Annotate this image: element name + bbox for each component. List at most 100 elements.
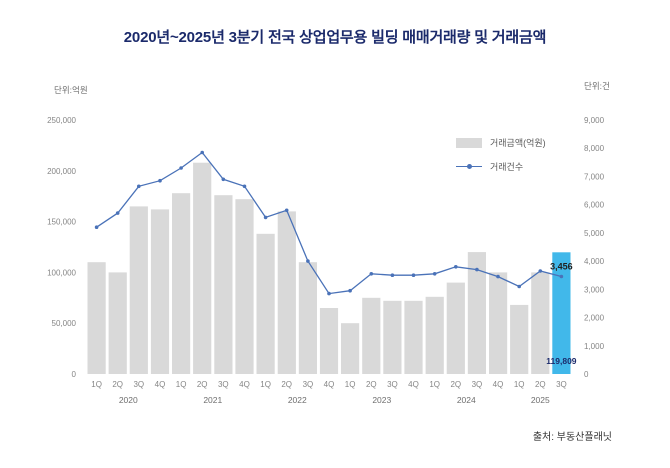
quarter-label: 3Q xyxy=(387,380,398,389)
quarter-label: 2Q xyxy=(112,380,123,389)
right-tick-label: 0 xyxy=(584,370,589,379)
count-line-point xyxy=(475,267,479,272)
amount-bar xyxy=(446,282,465,374)
amount-bar xyxy=(235,199,254,374)
line-swatch-icon xyxy=(456,162,482,172)
right-tick-label: 4,000 xyxy=(584,257,605,266)
quarter-label: 2Q xyxy=(535,380,546,389)
quarter-label: 3Q xyxy=(218,380,229,389)
year-label: 2024 xyxy=(457,395,476,405)
count-line-point xyxy=(242,184,247,189)
source-text: 출처: 부동산플래닛 xyxy=(532,432,612,443)
year-label: 2025 xyxy=(531,395,550,405)
count-line-point xyxy=(538,269,543,273)
count-line-point xyxy=(200,150,204,155)
amount-bar xyxy=(425,296,444,374)
quarter-label: 3Q xyxy=(133,380,144,389)
quarter-label: 1Q xyxy=(260,380,271,389)
right-tick-label: 7,000 xyxy=(584,172,605,181)
amount-bar xyxy=(552,252,571,374)
year-label: 2021 xyxy=(203,395,222,405)
quarter-label: 3Q xyxy=(472,380,483,389)
amount-bar xyxy=(129,206,148,374)
chart-title: 2020년~2025년 3분기 전국 상업업무용 빌딩 매매거래량 및 거래금액 xyxy=(123,29,547,46)
amount-bar xyxy=(172,193,191,374)
amount-bar xyxy=(531,272,550,374)
count-line-point xyxy=(559,274,564,279)
count-line-point xyxy=(221,177,226,182)
quarter-label: 1Q xyxy=(345,380,356,389)
count-line-point xyxy=(496,274,500,279)
right-tick-label: 8,000 xyxy=(584,144,605,153)
right-tick-label: 6,000 xyxy=(584,201,605,210)
amount-bar xyxy=(383,300,402,374)
legend-item-amount: 거래금액(억원) xyxy=(456,136,546,149)
quarter-label: 3Q xyxy=(556,380,567,389)
left-tick-label: 0 xyxy=(72,370,77,379)
quarter-label: 4Q xyxy=(493,380,504,389)
quarter-label: 1Q xyxy=(91,380,102,389)
quarter-label: 1Q xyxy=(514,380,525,389)
left-tick-label: 250,000 xyxy=(47,116,76,125)
quarter-label: 2Q xyxy=(450,380,461,389)
left-tick-label: 50,000 xyxy=(52,319,77,328)
left-axis-unit-label: 단위:억원 xyxy=(54,85,88,95)
right-tick-label: 3,000 xyxy=(584,285,605,294)
amount-bar xyxy=(341,323,360,374)
amount-bar xyxy=(404,300,423,374)
amount-bar xyxy=(510,304,529,374)
quarter-label: 2Q xyxy=(281,380,292,389)
quarter-label: 2Q xyxy=(197,380,208,389)
amount-bar xyxy=(108,272,127,374)
quarter-label: 1Q xyxy=(176,380,187,389)
count-line-point xyxy=(263,215,268,220)
left-tick-label: 150,000 xyxy=(47,218,76,227)
amount-bar xyxy=(298,262,317,374)
amount-bar xyxy=(150,209,170,374)
quarter-label: 2Q xyxy=(366,380,377,389)
count-line-point xyxy=(179,166,183,170)
right-tick-label: 5,000 xyxy=(584,229,605,238)
count-line-point xyxy=(369,272,374,276)
count-line-point xyxy=(306,259,310,263)
quarter-label: 4Q xyxy=(155,380,166,389)
amount-bar xyxy=(193,162,212,374)
amount-bar xyxy=(362,297,381,374)
amount-bar xyxy=(87,262,106,374)
legend-count-label: 거래건수 xyxy=(490,162,524,172)
amount-bar xyxy=(277,211,296,374)
count-line-point xyxy=(454,265,458,269)
legend-amount-label: 거래금액(억원) xyxy=(490,138,546,148)
year-label: 2023 xyxy=(372,395,391,405)
count-line-point xyxy=(348,288,352,293)
chart-legend: 거래금액(억원) 거래건수 xyxy=(456,136,546,184)
amount-bar xyxy=(467,252,486,374)
year-label: 2022 xyxy=(288,395,307,405)
amount-bar xyxy=(214,195,233,374)
quarter-label: 1Q xyxy=(429,380,440,389)
count-line-point xyxy=(115,211,120,215)
count-line-point xyxy=(327,291,331,296)
bar-value-annotation: 119,809 xyxy=(546,356,577,366)
line-value-annotation: 3,456 xyxy=(550,262,573,272)
amount-bar xyxy=(256,233,275,374)
right-tick-label: 1,000 xyxy=(584,342,605,351)
quarter-label: 4Q xyxy=(239,380,250,389)
quarter-label: 3Q xyxy=(303,380,314,389)
amount-bar xyxy=(489,272,508,374)
count-line-point xyxy=(411,273,416,278)
amount-bar xyxy=(319,308,339,374)
count-line-point xyxy=(390,273,395,278)
quarter-label: 4Q xyxy=(324,380,335,389)
right-tick-label: 2,000 xyxy=(584,314,605,323)
count-line-point xyxy=(432,272,437,276)
legend-item-count: 거래건수 xyxy=(456,160,546,173)
count-line-point xyxy=(284,208,289,213)
bar-swatch-icon xyxy=(456,137,482,148)
left-tick-label: 200,000 xyxy=(47,167,76,176)
count-line-point xyxy=(137,184,141,189)
right-axis-unit-label: 단위:건 xyxy=(584,81,610,91)
left-tick-label: 100,000 xyxy=(47,268,76,277)
